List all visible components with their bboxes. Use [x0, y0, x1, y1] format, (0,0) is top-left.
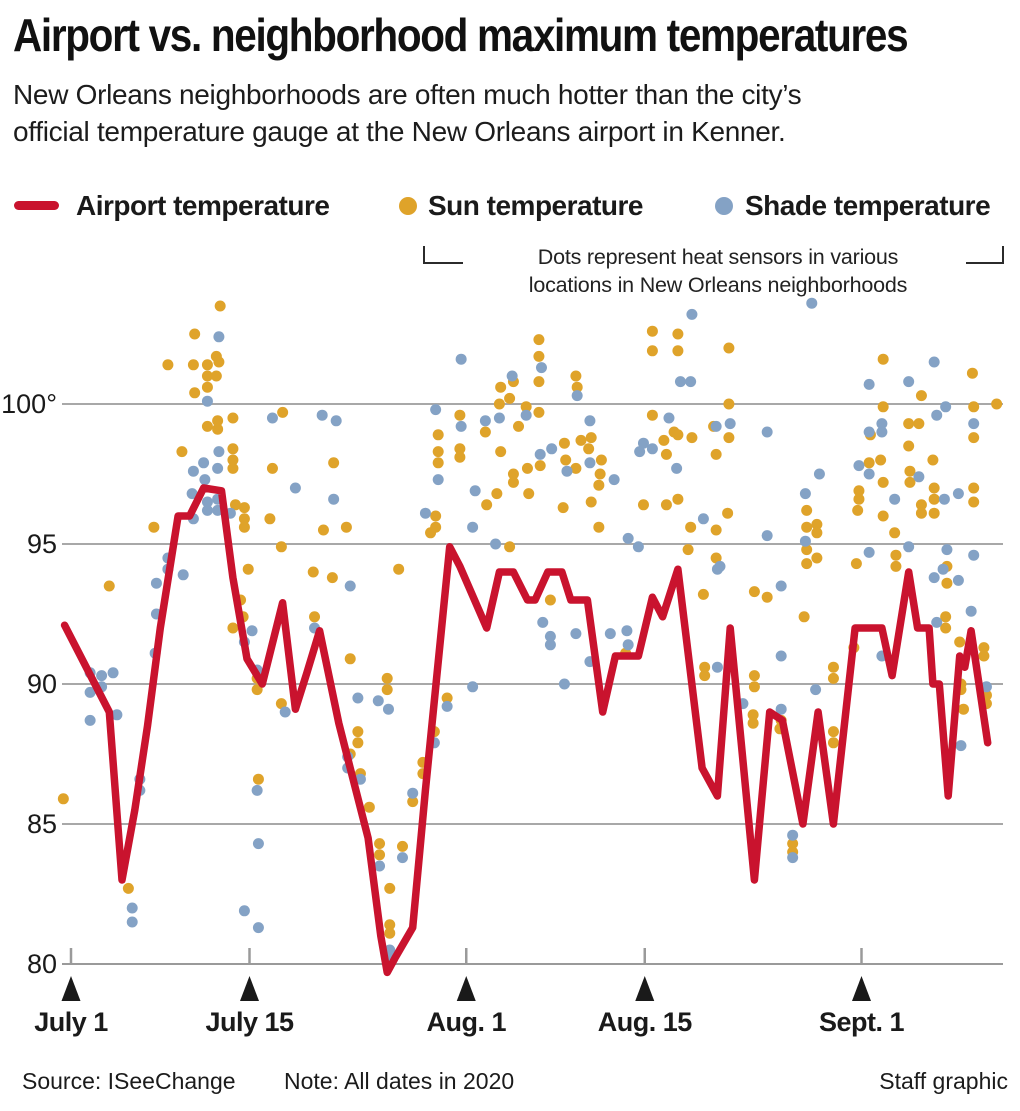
legend-brackets	[423, 246, 1004, 264]
shade-dot-swatch	[715, 197, 733, 215]
dots-annotation: Dots represent heat sensors in various l…	[464, 243, 972, 299]
x-tick-label-july15: July 15	[205, 1007, 294, 1037]
sun-shade-dots	[57, 297, 1003, 964]
x-axis-ticks-arrows	[61, 948, 871, 1001]
y-tick-label-95: 95	[27, 529, 57, 559]
gridlines	[62, 403, 1003, 965]
airport-temperature-line	[60, 484, 992, 977]
x-axis-labels: July 1 July 15 Aug. 1 Aug. 15 Sept. 1	[34, 1007, 905, 1037]
dots-annotation-line1: Dots represent heat sensors in various	[537, 245, 899, 269]
y-tick-label-100: 100°	[1, 389, 57, 419]
page-title: Airport vs. neighborhood maximum tempera…	[13, 9, 909, 61]
x-tick-label-sept1: Sept. 1	[819, 1007, 905, 1037]
legend-sun-label: Sun temperature	[428, 190, 644, 221]
y-tick-label-85: 85	[27, 809, 57, 839]
y-tick-label-80: 80	[27, 949, 57, 979]
source-credit: Source: ISeeChange	[22, 1068, 236, 1094]
x-tick-label-july1: July 1	[34, 1007, 108, 1037]
x-tick-label-aug15: Aug. 15	[598, 1007, 693, 1037]
date-note: Note: All dates in 2020	[284, 1068, 515, 1094]
legend-shade-label: Shade temperature	[745, 190, 991, 221]
dots-annotation-line2: locations in New Orleans neighborhoods	[528, 273, 908, 297]
y-axis-labels: 100° 95 90 85 80	[1, 389, 57, 979]
airport-line-swatch	[14, 201, 59, 210]
chart-subtitle: New Orleans neighborhoods are often much…	[13, 79, 802, 147]
x-tick-label-aug1: Aug. 1	[426, 1007, 506, 1037]
y-tick-label-90: 90	[27, 669, 57, 699]
sun-dot-swatch	[399, 197, 417, 215]
legend-airport-label: Airport temperature	[76, 190, 330, 221]
staff-credit: Staff graphic	[879, 1068, 1008, 1094]
